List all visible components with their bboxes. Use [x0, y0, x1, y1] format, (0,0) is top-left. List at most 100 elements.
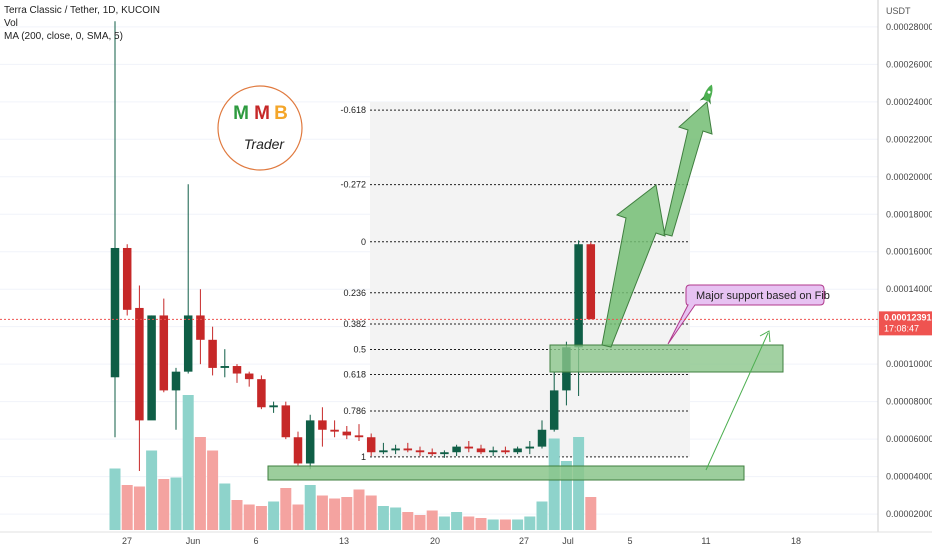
time-tick-label: Jun	[186, 536, 201, 546]
volume-bar	[377, 506, 389, 530]
price-tick-label: 0.00016000	[886, 247, 932, 257]
candle-body	[257, 379, 266, 408]
time-axis[interactable]: 27 Jun 6 13 20 27 Jul 5 11 18	[0, 531, 932, 546]
volume-bar	[207, 450, 219, 530]
volume-bar	[280, 488, 292, 530]
candle-body	[135, 307, 144, 421]
candle-body	[476, 448, 486, 453]
volume-bar	[438, 516, 450, 530]
volume-bar	[329, 498, 341, 530]
fib-level-label: -0.272	[340, 180, 366, 190]
volume-bar	[316, 495, 328, 530]
price-tick-label: 0.00028000	[886, 22, 932, 32]
symbol-title[interactable]: Terra Classic / Tether, 1D, KUCOIN	[4, 5, 160, 16]
volume-bar	[487, 519, 499, 530]
volume-bar	[170, 477, 182, 530]
volume-bar	[353, 489, 365, 530]
fib-background	[370, 102, 690, 457]
volume-bar	[512, 519, 524, 530]
candle-body	[354, 435, 364, 438]
price-tick-label: 0.00010000	[886, 359, 932, 369]
candle-body	[196, 315, 205, 340]
candle-body	[403, 448, 413, 451]
candle-body	[537, 429, 547, 447]
candle-body	[244, 373, 254, 380]
volume-indicator-label[interactable]: Vol	[4, 18, 18, 29]
logo-letter-m1: M	[233, 103, 249, 124]
fib-level-label: 0.236	[343, 288, 366, 298]
candle-body	[391, 448, 400, 451]
candle-body	[586, 244, 596, 320]
last-price-label: 0.00012391	[884, 312, 932, 322]
fib-level-label: 0	[361, 237, 366, 247]
candle-body	[574, 244, 583, 348]
fib-retracement[interactable]: -0.618 -0.272 0 0.236 0.382 0.5 0.618 0.786 1	[340, 102, 690, 462]
fib-support-zone[interactable]	[549, 344, 784, 373]
price-tick-label: 0.00020000	[886, 172, 932, 182]
volume-bar	[194, 437, 206, 530]
volume-bar	[133, 486, 145, 530]
candle-body	[281, 405, 291, 438]
candle-body	[318, 420, 327, 430]
volume-bar	[341, 497, 353, 530]
moving-average-indicator-label[interactable]: MA (200, close, 0, SMA, 5)	[4, 31, 123, 42]
volume-bar	[365, 495, 377, 530]
volume-bar	[560, 461, 572, 530]
candle-body	[330, 429, 339, 432]
volume-bar	[536, 501, 548, 530]
time-tick-label: 20	[430, 536, 440, 546]
candle-body	[110, 247, 120, 378]
candle-body	[232, 366, 242, 374]
candle-body	[122, 247, 132, 310]
candle-body	[366, 437, 376, 453]
price-tick-label: 0.00006000	[886, 434, 932, 444]
candle-body	[305, 420, 315, 464]
fib-level-label: 0.786	[343, 406, 366, 416]
volume-bar	[548, 438, 560, 530]
logo-subtitle: Trader	[244, 136, 286, 152]
volume-bar	[304, 485, 316, 530]
price-tick-label: 0.00008000	[886, 397, 932, 407]
candle-body	[342, 431, 352, 436]
projection-arrow-1[interactable]	[601, 184, 666, 348]
chart-legend: Terra Classic / Tether, 1D, KUCOIN Vol M…	[4, 4, 160, 43]
candle-body	[501, 450, 510, 453]
volume-bar	[121, 485, 133, 530]
logo-letter-b: B	[274, 103, 288, 124]
candle-body	[269, 405, 278, 408]
volume-bar	[573, 437, 585, 530]
price-tick-label: 0.00002000	[886, 509, 932, 519]
currency-label: USDT	[886, 6, 911, 16]
volume-bar	[463, 516, 475, 530]
volume-bar	[158, 479, 170, 530]
current-price-marker: 0.00012391 17:08:47	[0, 311, 932, 336]
price-tick-label: 0.00014000	[886, 284, 932, 294]
volume-bar	[292, 504, 304, 530]
volume-bar	[499, 519, 511, 530]
volume-bar	[219, 483, 231, 530]
volume-bar	[182, 395, 194, 530]
volume-bar	[390, 507, 402, 530]
time-tick-label: 13	[339, 536, 349, 546]
thin-green-arrow[interactable]	[705, 330, 771, 471]
candle-body	[293, 437, 303, 464]
mmb-trader-logo: M M B Trader	[217, 85, 303, 171]
volume-bar	[146, 450, 158, 530]
candle-body	[183, 315, 193, 372]
candle-body	[220, 366, 230, 368]
volume-bar	[243, 504, 255, 530]
candle-body	[208, 339, 217, 368]
lower-support-zone[interactable]	[267, 465, 745, 481]
time-tick-label: 27	[519, 536, 529, 546]
candle-body	[513, 448, 522, 453]
price-axis[interactable]: USDT 0.00028000 0.00026000 0.00024000 0.000…	[877, 0, 932, 532]
candle-body	[488, 450, 498, 453]
volume-bars	[109, 395, 597, 530]
support-annotation-callout[interactable]: Major support based on Fib	[667, 284, 830, 345]
candle-body	[549, 390, 559, 430]
candle-body	[147, 315, 156, 421]
projection-arrow-2[interactable]	[663, 101, 713, 237]
time-tick-label: Jul	[562, 536, 574, 546]
